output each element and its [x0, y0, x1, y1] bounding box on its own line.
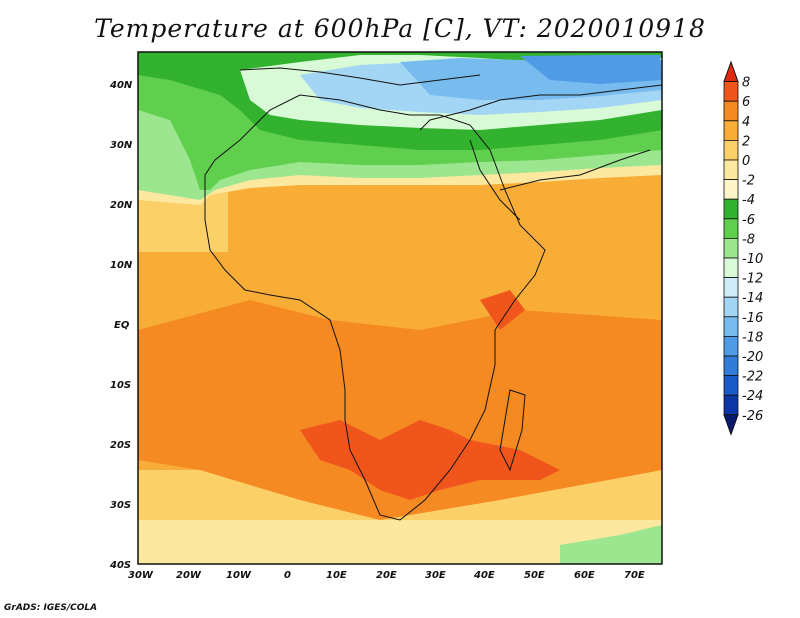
- temperature-field: [138, 52, 662, 564]
- lon-label: 10W: [226, 570, 252, 581]
- colorbar-label: 6: [742, 95, 750, 110]
- colorbar-swatch: [723, 394, 739, 416]
- colorbar-label: -2: [742, 174, 755, 189]
- colorbar-label: -24: [742, 389, 763, 404]
- lat-label: 10N: [110, 260, 133, 271]
- colorbar-swatch: [723, 316, 739, 337]
- colorbar-top-arrow: [723, 60, 739, 83]
- colorbar-swatch: [723, 159, 739, 181]
- lat-label: 30S: [110, 500, 131, 511]
- lon-label: 10E: [326, 570, 347, 581]
- colorbar-label: -14: [742, 291, 763, 306]
- colorbar-swatch: [723, 139, 739, 161]
- colorbar-label: -26: [742, 409, 763, 424]
- credit-text: GrADS: IGES/COLA: [4, 603, 98, 613]
- lat-axis: 40N 30N 20N 10N EQ 10S 20S 30S 40S: [109, 80, 133, 571]
- lat-label: 40S: [109, 560, 131, 571]
- colorbar-bottom-arrow: [723, 414, 739, 436]
- lon-label: 20W: [176, 570, 202, 581]
- lon-label: 50E: [524, 570, 545, 581]
- colorbar-swatch: [723, 355, 739, 377]
- colorbar-swatch: [723, 218, 739, 239]
- colorbar-label: -6: [742, 213, 755, 228]
- colorbar-label: 2: [742, 134, 750, 149]
- lat-label: 30N: [110, 140, 133, 151]
- colorbar-label: -4: [742, 193, 755, 208]
- colorbar-swatch: [723, 296, 739, 318]
- lon-label: 20E: [376, 570, 397, 581]
- colorbar-swatch: [723, 100, 739, 122]
- lon-label: 30E: [425, 570, 446, 581]
- map-title: Temperature at 600hPa [C], VT: 202001091…: [94, 14, 706, 43]
- colorbar-swatch: [723, 375, 739, 396]
- colorbar-label: -20: [742, 350, 763, 365]
- colorbar-swatch: [723, 179, 739, 200]
- lat-label: 20N: [110, 200, 133, 211]
- coastlines: [204, 67, 662, 521]
- colorbar-label: -16: [742, 311, 763, 326]
- map-frame: [137, 51, 663, 565]
- lon-label: 60E: [574, 570, 595, 581]
- lat-label: 10S: [110, 380, 131, 391]
- lon-label: 40E: [473, 570, 495, 581]
- colorbar-swatch: [723, 81, 739, 102]
- colorbar-swatch: [723, 237, 739, 259]
- lat-label: 40N: [109, 80, 133, 91]
- colorbar-label: 0: [742, 154, 750, 169]
- colorbar-label: -22: [742, 370, 763, 385]
- lat-label: EQ: [114, 320, 130, 331]
- colorbar-label: 4: [742, 115, 750, 130]
- colorbar-label: 8: [742, 76, 750, 91]
- colorbar-label: -8: [742, 232, 755, 247]
- colorbar-swatch: [723, 335, 739, 357]
- colorbar-label: -10: [742, 252, 763, 267]
- colorbar-label: -12: [742, 272, 763, 287]
- colorbar-swatch: [723, 277, 739, 298]
- lon-axis: 30W 20W 10W 0 10E 20E 30E 40E 50E 60E 70…: [128, 570, 645, 581]
- colorbar-swatch: [723, 198, 739, 220]
- colorbar-swatch: [723, 120, 739, 141]
- lon-label: 0: [284, 570, 291, 581]
- colorbar-swatch: [723, 257, 739, 279]
- lon-label: 70E: [624, 570, 645, 581]
- colorbar-label: -18: [742, 330, 763, 345]
- lat-label: 20S: [110, 440, 131, 451]
- lon-label: 30W: [128, 570, 154, 581]
- colorbar: 8 6 4 2 0 -2 -4 -6 -8 -10 -12 -14 -16 -18 -20 -22 -24 -26: [723, 60, 763, 436]
